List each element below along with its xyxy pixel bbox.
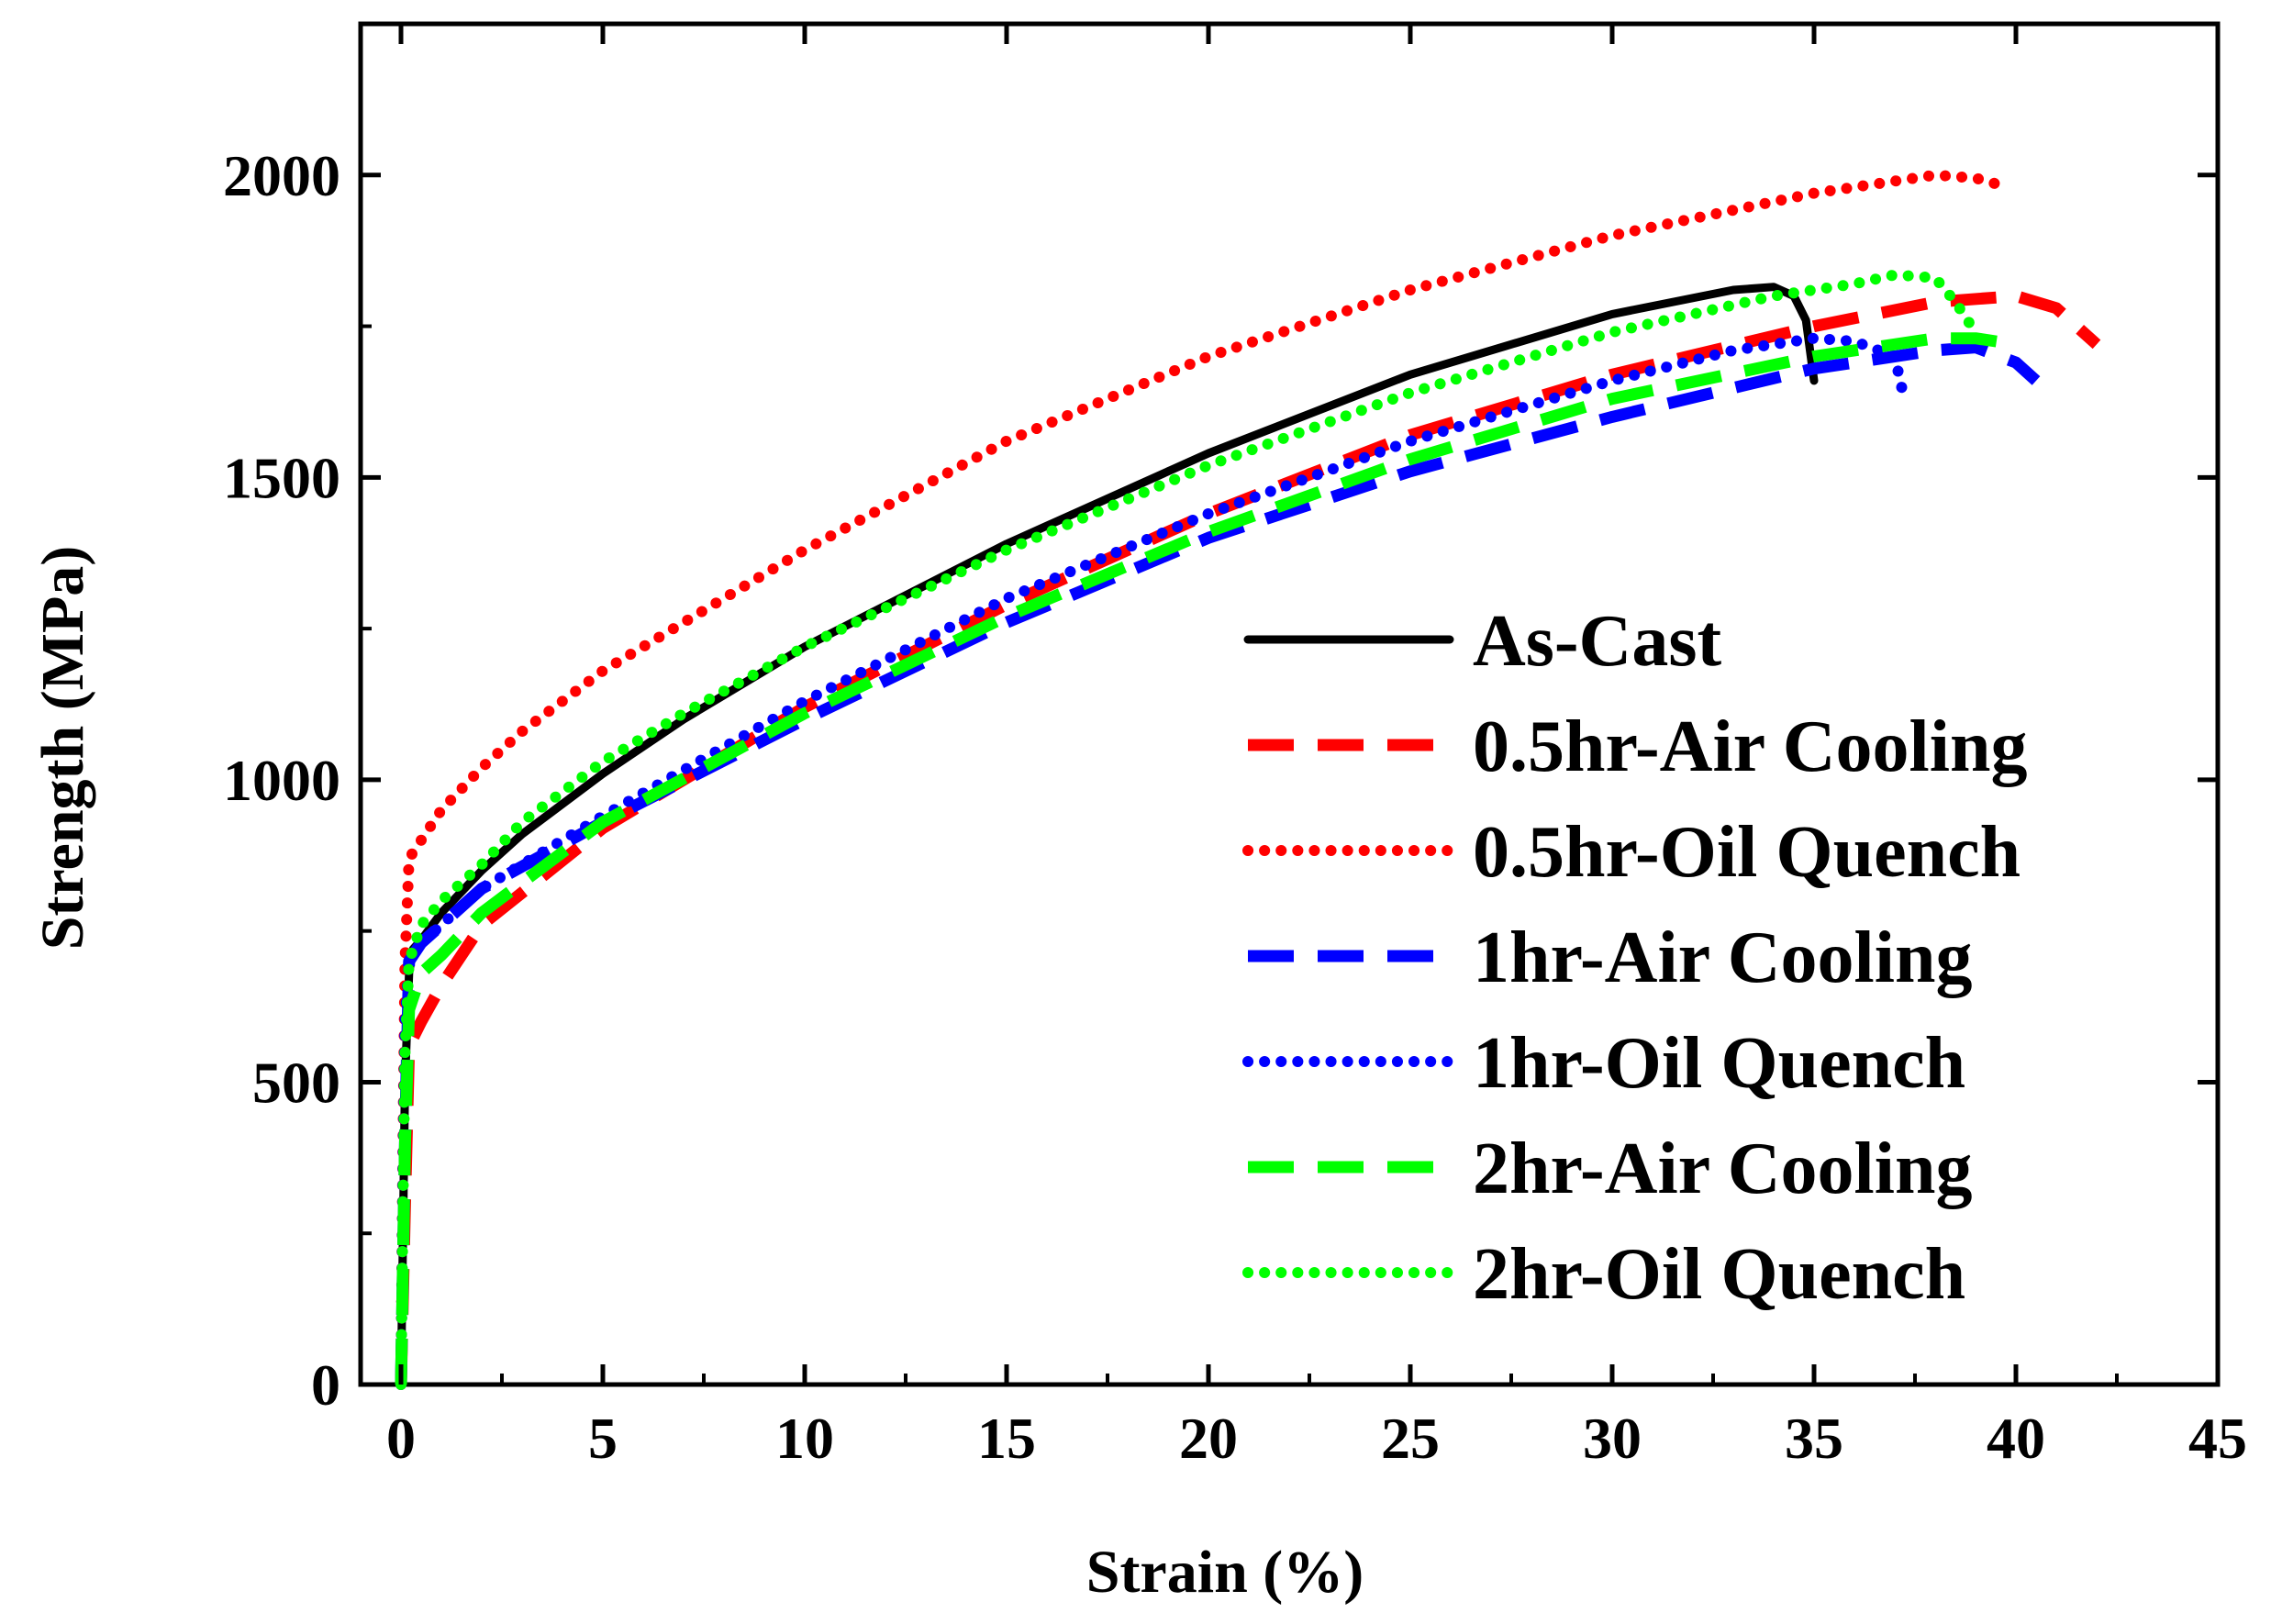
legend-label-5: 2hr-Air Cooling bbox=[1473, 1129, 1972, 1209]
y-tick-label: 2000 bbox=[223, 143, 340, 208]
legend-label-2: 0.5hr-Oil Quench bbox=[1473, 812, 2021, 893]
y-axis-title: Strength (MPa) bbox=[29, 546, 96, 951]
x-tick-label: 45 bbox=[2188, 1406, 2247, 1471]
series-line-3 bbox=[395, 341, 2041, 1385]
x-tick-label: 30 bbox=[1583, 1406, 1642, 1471]
legend-label-3: 1hr-Air Cooling bbox=[1473, 918, 1972, 998]
series-line-5 bbox=[395, 332, 2017, 1385]
x-tick-label: 5 bbox=[588, 1406, 618, 1471]
y-tick-label: 0 bbox=[311, 1352, 340, 1418]
plot-frame bbox=[358, 21, 2221, 1387]
x-tick-label: 40 bbox=[1987, 1406, 2045, 1471]
x-tick-label: 20 bbox=[1179, 1406, 1238, 1471]
y-tick-label: 1500 bbox=[223, 445, 340, 510]
legend-label-4: 1hr-Oil Quench bbox=[1473, 1023, 1965, 1104]
x-tick-label: 15 bbox=[977, 1406, 1036, 1471]
y-tick-label: 1000 bbox=[223, 748, 340, 813]
legend-label-0: As-Cast bbox=[1473, 601, 1721, 682]
x-tick-label: 35 bbox=[1785, 1406, 1843, 1471]
series-line-1 bbox=[395, 290, 2101, 1385]
x-axis-title: Strain (%) bbox=[1086, 1539, 1364, 1606]
ticks-layer: 0 5 10 15 20 25 30 35 40 45 0 500 1000 1500 2000 bbox=[223, 24, 2247, 1471]
legend-label-1: 0.5hr-Air Cooling bbox=[1473, 706, 2027, 787]
legend-label-6: 2hr-Oil Quench bbox=[1473, 1234, 1965, 1315]
y-tick-label: 500 bbox=[252, 1050, 340, 1115]
x-tick-label: 25 bbox=[1381, 1406, 1440, 1471]
legend: As-Cast 0.5hr-Air Cooling 0.5hr-Oil Quench… bbox=[1242, 601, 2027, 1315]
x-tick-label: 10 bbox=[775, 1406, 834, 1471]
series-layer bbox=[395, 169, 2101, 1390]
x-tick-label: 0 bbox=[386, 1406, 416, 1471]
series-line-6 bbox=[395, 269, 1981, 1390]
series-line-2 bbox=[395, 169, 2014, 1390]
